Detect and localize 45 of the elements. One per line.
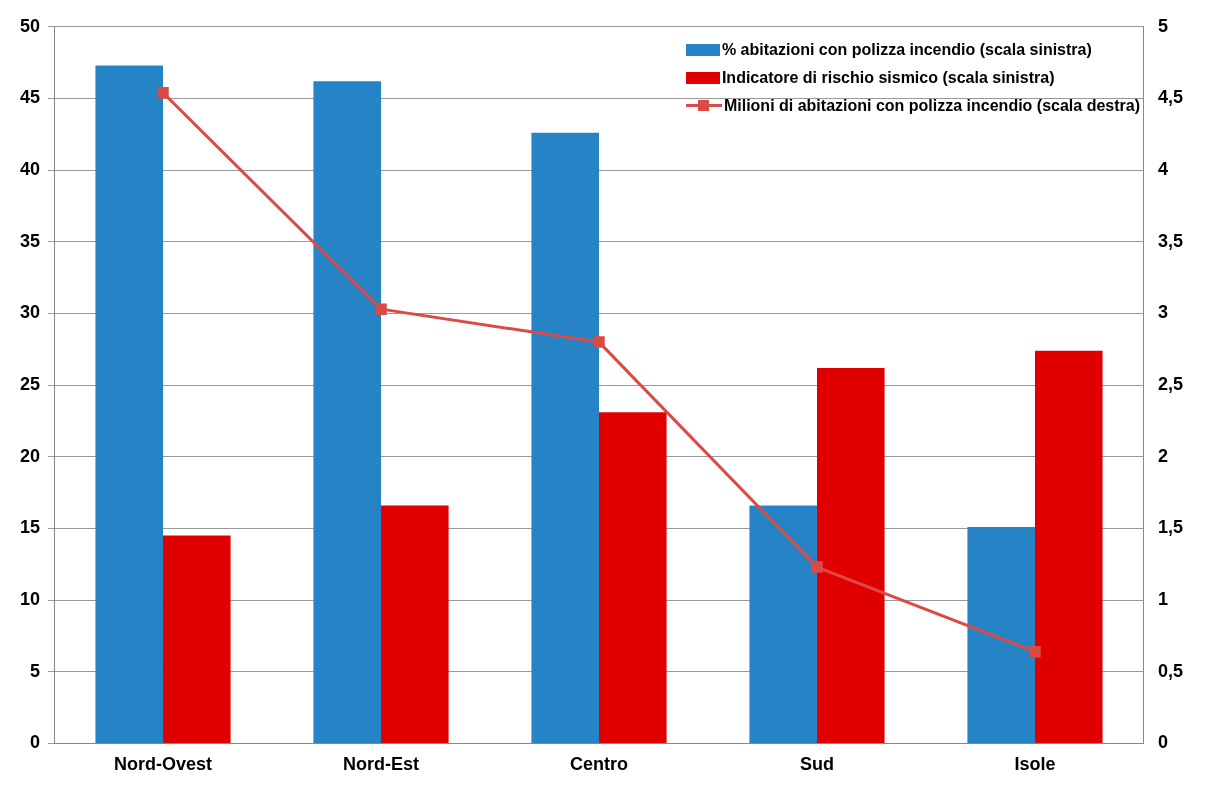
x-tick-label: Isole [1014, 754, 1056, 775]
y-tick-label: 25 [19, 374, 41, 395]
point [593, 336, 605, 348]
bar [749, 505, 817, 743]
bar [599, 412, 667, 743]
bar [95, 65, 164, 743]
y-tick-label: 40 [19, 159, 41, 180]
y-tick-label: 45 [19, 87, 41, 108]
bar [967, 526, 1035, 743]
x-tick-label: Nord-Est [343, 754, 420, 775]
bar [816, 367, 885, 743]
point [157, 86, 169, 99]
bar [531, 132, 599, 743]
bar [163, 535, 231, 743]
bar [1034, 350, 1103, 743]
legend-label: Indicatore di rischio sismico (scala sinistra) [721, 68, 1055, 87]
y-tick-label: 35 [19, 230, 41, 251]
y2-tick-label: 5 [1157, 15, 1168, 36]
x-tick-label: Centro [570, 754, 628, 775]
y2-tick-label: 4 [1157, 159, 1168, 180]
point [811, 561, 823, 573]
y2-tick-label: 0 [1157, 732, 1168, 753]
y-tick-label: 5 [30, 660, 41, 681]
bar [381, 505, 449, 743]
y2-tick-label: 0,5 [1157, 660, 1184, 681]
y-tick-label: 50 [19, 15, 41, 36]
y2-tick-label: 4,5 [1157, 87, 1184, 108]
bar [313, 81, 382, 743]
y2-tick-label: 2,5 [1157, 374, 1184, 395]
legend-label: Milioni di abitazioni con polizza incendio (scala destra) [723, 96, 1140, 115]
y2-tick-label: 2 [1157, 445, 1168, 466]
legend-label: % abitazioni con polizza incendio (scala sinistra) [721, 40, 1092, 59]
y2-tick-label: 3,5 [1157, 230, 1184, 251]
y2-tick-label: 3 [1157, 302, 1168, 323]
y2-tick-label: 1,5 [1157, 517, 1184, 538]
y-tick-label: 20 [19, 445, 41, 466]
point [1029, 645, 1041, 658]
point [375, 303, 387, 315]
y-tick-label: 0 [30, 732, 41, 753]
x-tick-label: Nord-Ovest [114, 754, 213, 775]
y-tick-label: 15 [19, 517, 41, 538]
y2-tick-label: 1 [1157, 589, 1168, 610]
y-tick-label: 10 [19, 589, 41, 610]
y-tick-label: 30 [19, 302, 41, 323]
x-tick-label: Sud [799, 754, 834, 775]
